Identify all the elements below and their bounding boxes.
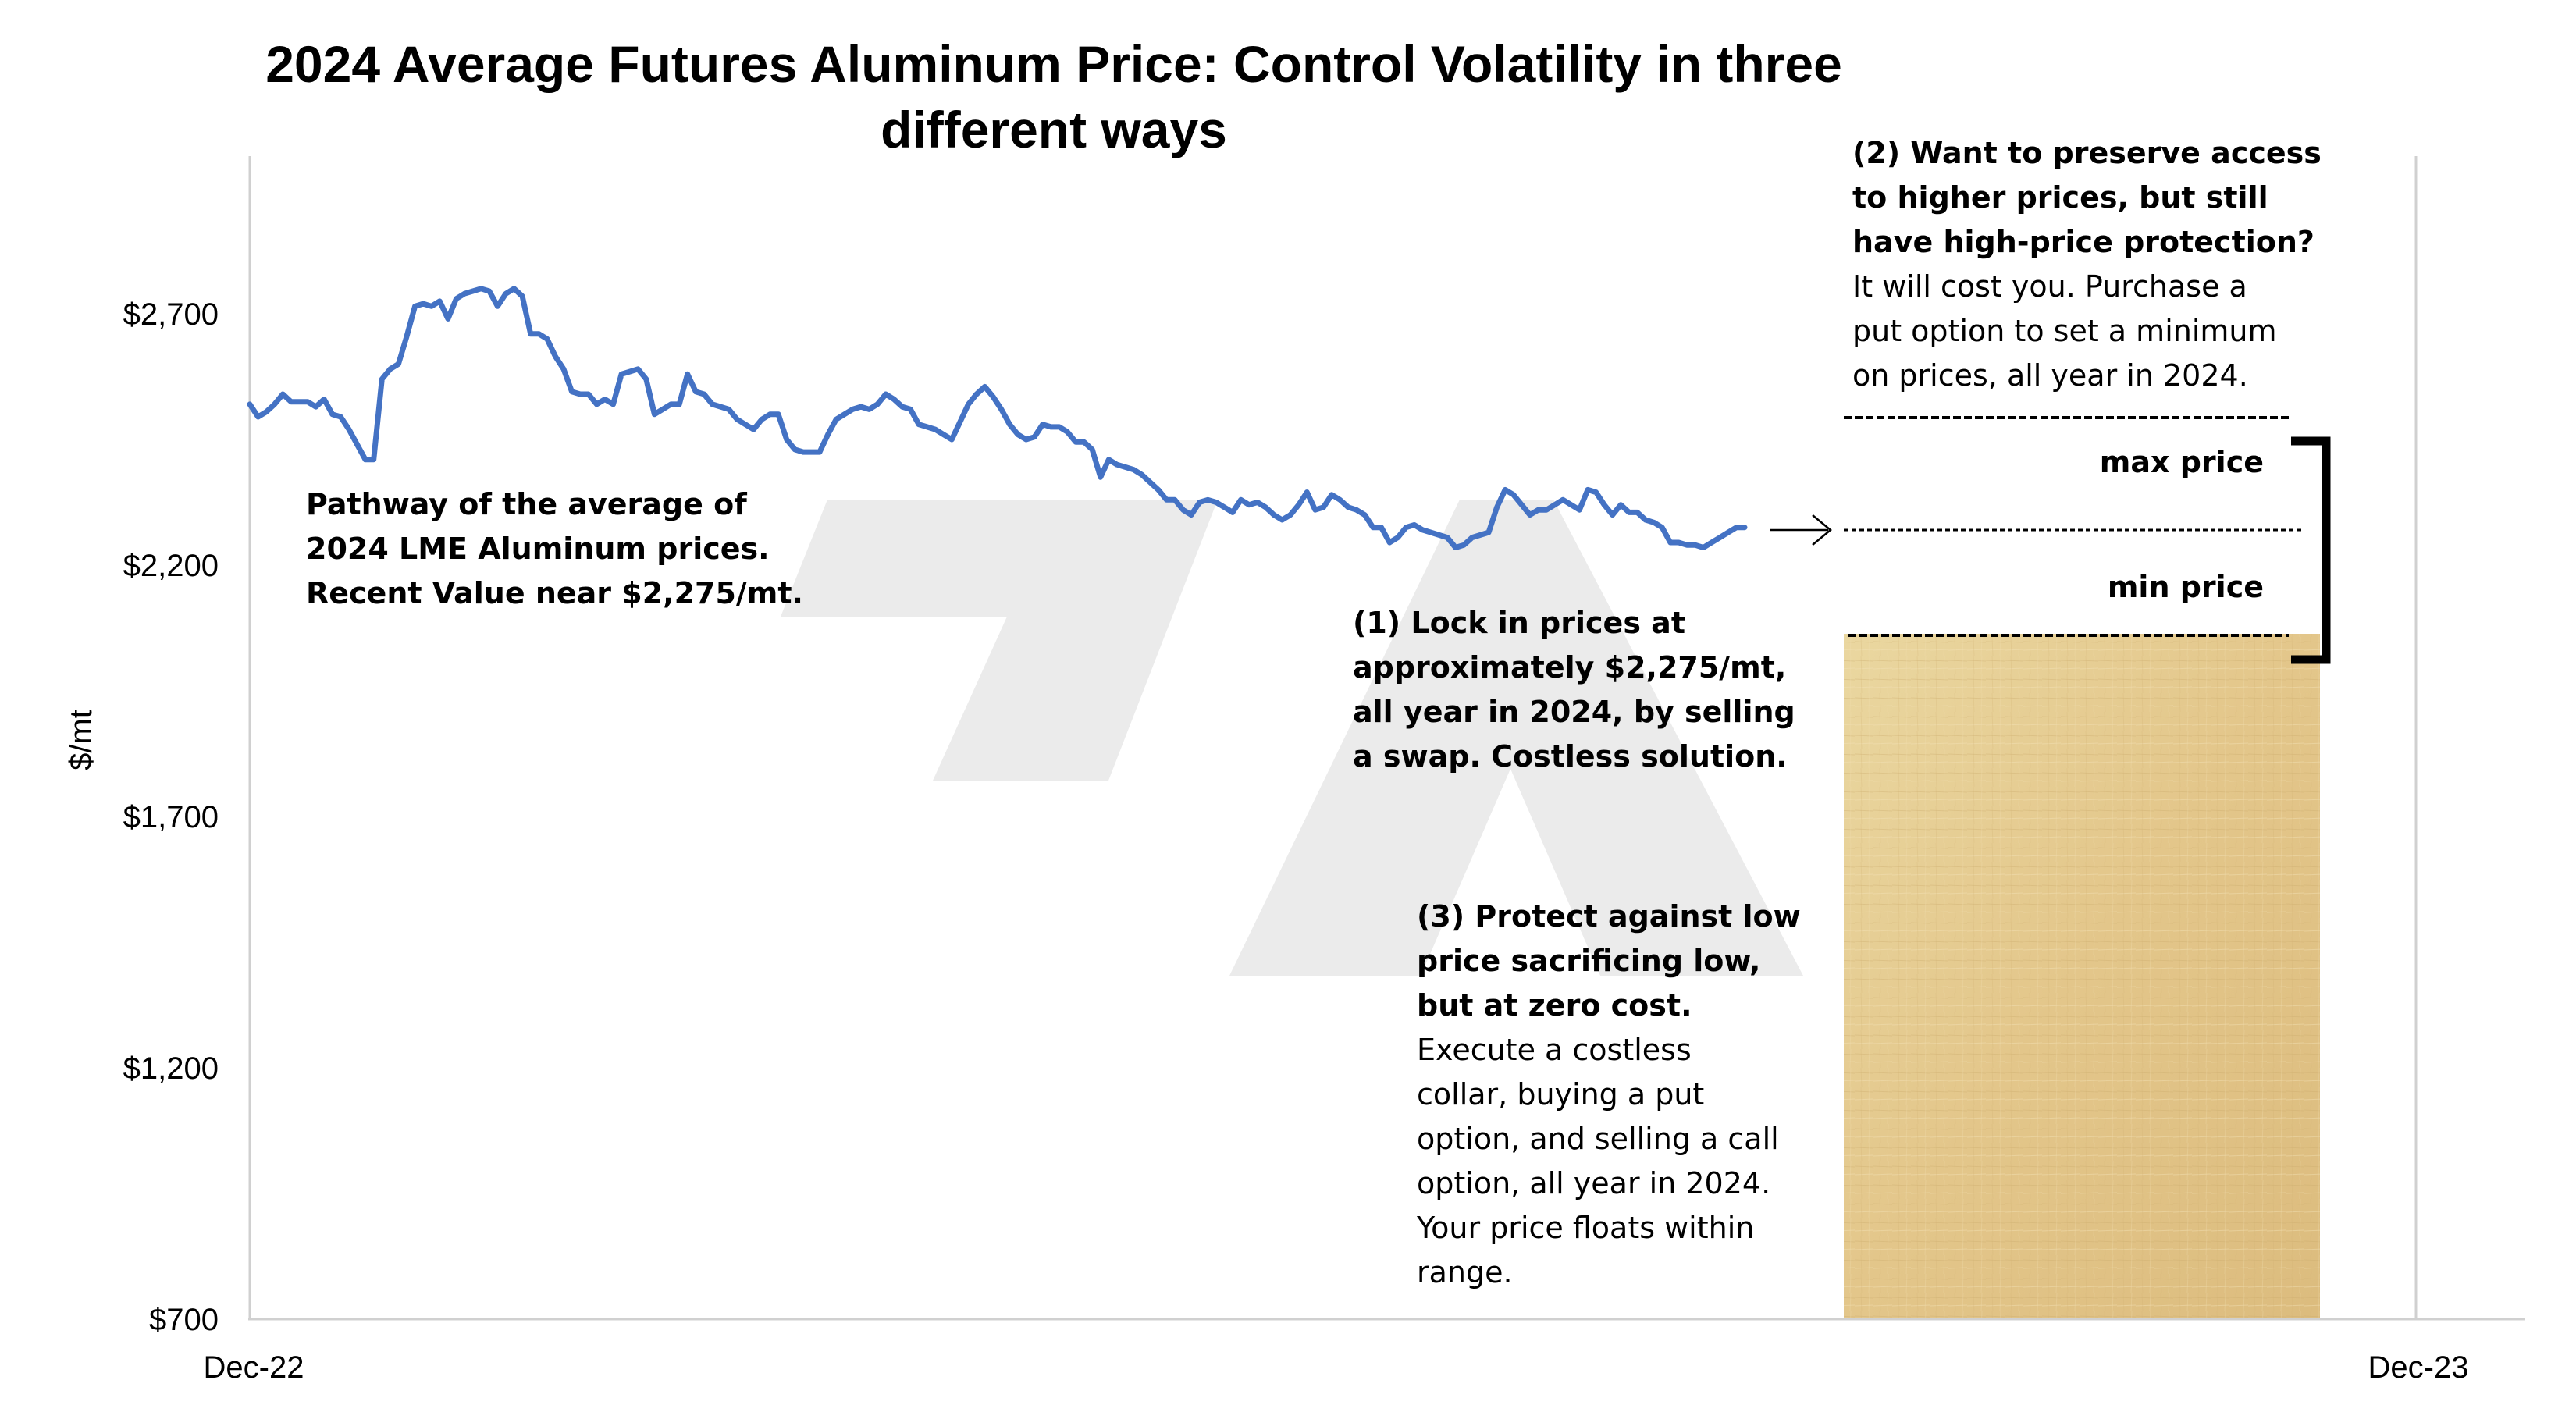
annotation-line: option, all year in 2024. [1417, 1166, 1771, 1200]
annotation-line: (1) Lock in prices at [1353, 606, 1685, 640]
annotation-line: (2) Want to preserve access [1852, 136, 2322, 170]
watermark-logo [781, 500, 1803, 976]
series-line [247, 286, 1748, 550]
annotation-line: to higher prices, but still [1852, 180, 2268, 215]
pathway-annotation: Pathway of the average of 2024 LME Alumi… [306, 482, 803, 616]
protect-annotation: (3) Protect against low price sacrificin… [1417, 895, 1801, 1295]
x-tick-label: Dec-23 [2368, 1350, 2469, 1385]
annotation-line: a swap. Costless solution. [1353, 739, 1788, 774]
annotation-line: It will cost you. Purchase a [1852, 269, 2247, 304]
annotation-line: Recent Value near $2,275/mt. [306, 576, 803, 610]
annotation-line: price sacrificing low, [1417, 944, 1761, 978]
range-bracket [2291, 436, 2331, 664]
y-tick-label: $700 [149, 1303, 219, 1337]
annotation-line: 2024 LME Aluminum prices. [306, 532, 770, 566]
y-tick-label: $2,200 [123, 549, 219, 583]
papyrus-range-block [1844, 634, 2320, 1318]
min-price-label: min price [2107, 570, 2264, 604]
y-tick-label: $2,700 [123, 297, 219, 332]
x-tick-label: Dec-22 [204, 1350, 304, 1385]
chart-title: 2024 Average Futures Aluminum Price: Con… [265, 35, 1842, 158]
annotation-line: Execute a costless [1417, 1033, 1692, 1067]
annotation-line: (3) Protect against low [1417, 899, 1801, 934]
lock-annotation: (1) Lock in prices at approximately $2,2… [1353, 601, 1795, 779]
annotation-line: have high-price protection? [1852, 225, 2314, 259]
y-tick-label: $1,200 [123, 1051, 219, 1086]
annotation-line: Pathway of the average of [306, 487, 747, 521]
access-annotation: (2) Want to preserve access to higher pr… [1852, 131, 2322, 398]
annotation-line: on prices, all year in 2024. [1852, 358, 2248, 393]
annotation-line: Your price floats within [1417, 1211, 1755, 1245]
y-tick-label: $1,700 [123, 800, 219, 834]
annotation-line: option, and selling a call [1417, 1122, 1779, 1156]
max-price-label: max price [2099, 445, 2264, 479]
annotation-line: range. [1417, 1255, 1513, 1289]
annotation-line: all year in 2024, by selling [1353, 695, 1795, 729]
annotation-line: but at zero cost. [1417, 988, 1692, 1023]
y-tick-labels: $700 $1,200 $1,700 $2,200 $2,700 [123, 297, 219, 1337]
arrow-icon [1770, 514, 1832, 546]
annotation-line: collar, buying a put [1417, 1077, 1705, 1112]
annotation-line: approximately $2,275/mt, [1353, 650, 1787, 685]
y-axis-label: $/mt [64, 710, 98, 770]
annotation-line: put option to set a minimum [1852, 314, 2277, 348]
